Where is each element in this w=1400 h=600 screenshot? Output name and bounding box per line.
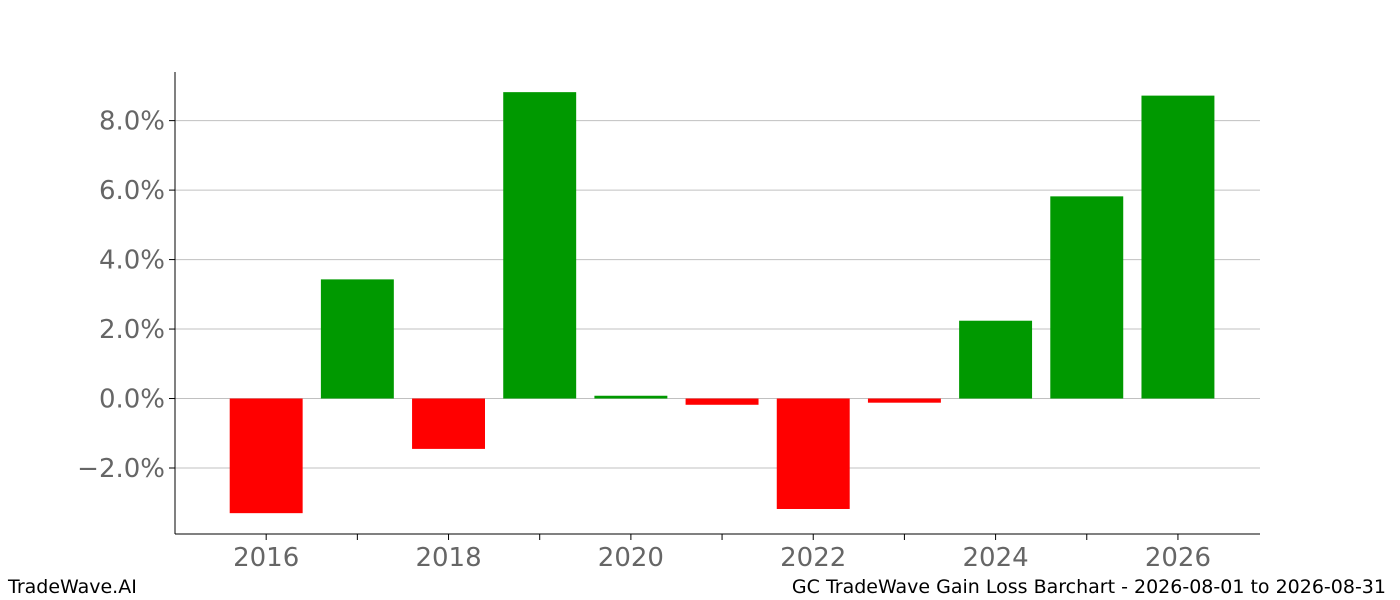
bar-2025 xyxy=(1050,196,1124,399)
x-tick-label: 2018 xyxy=(415,543,481,573)
bar-2022 xyxy=(776,398,850,509)
y-tick-label: 8.0% xyxy=(99,107,165,137)
bar-2023 xyxy=(867,398,941,403)
x-tick-label: 2016 xyxy=(233,543,299,573)
y-tick-label: −2.0% xyxy=(77,454,165,484)
y-tick-label: 0.0% xyxy=(99,385,165,415)
bar-2024 xyxy=(959,320,1033,399)
y-tick-label: 2.0% xyxy=(99,315,165,345)
bar-2026 xyxy=(1141,95,1215,399)
x-tick-label: 2026 xyxy=(1145,543,1211,573)
bar-2019 xyxy=(503,92,577,399)
x-tick-label: 2022 xyxy=(780,543,846,573)
brand-label: TradeWave.AI xyxy=(8,576,137,598)
y-tick-label: 6.0% xyxy=(99,176,165,206)
bars xyxy=(229,92,1215,514)
bar-2020 xyxy=(594,395,668,399)
bar-2017 xyxy=(320,279,394,399)
y-axis-ticks: −2.0% 0.0% 2.0% 4.0% 6.0% 8.0% xyxy=(77,107,175,484)
x-tick-label: 2024 xyxy=(963,543,1029,573)
bar-2021 xyxy=(685,398,759,405)
y-tick-label: 4.0% xyxy=(99,246,165,276)
bar-2018 xyxy=(412,398,485,449)
axes xyxy=(174,72,1260,535)
chart-caption: GC TradeWave Gain Loss Barchart - 2026-0… xyxy=(791,576,1386,598)
bar-2016 xyxy=(229,398,303,514)
x-axis-ticks: 2016 2018 2020 2022 2024 2026 xyxy=(233,534,1211,573)
x-tick-label: 2020 xyxy=(598,543,664,573)
